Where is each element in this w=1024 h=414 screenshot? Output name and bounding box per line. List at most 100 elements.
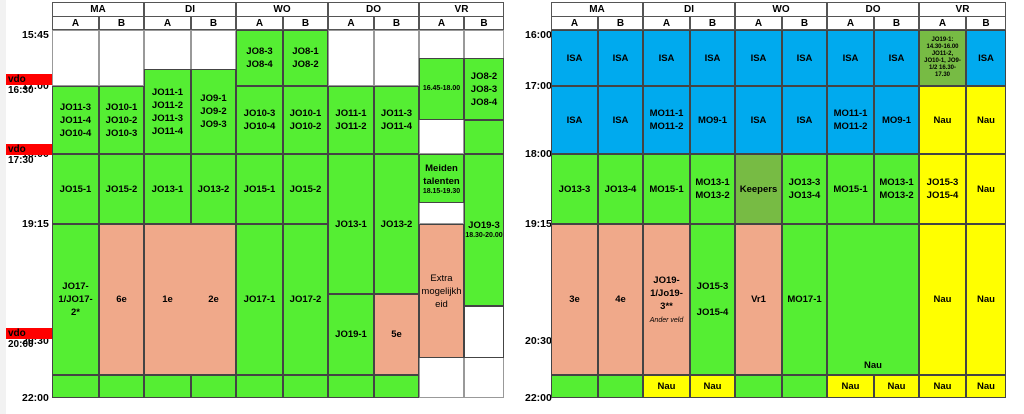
schedule-cell[interactable]: ISA [966, 30, 1006, 86]
schedule-cell[interactable] [144, 224, 236, 376]
schedule-cell[interactable]: JO19-3 18.30-20.00 [464, 154, 504, 306]
schedule-cell[interactable]: JO13-2 [191, 154, 236, 224]
schedule-cell[interactable]: ISA [874, 30, 919, 86]
schedule-cell[interactable] [464, 120, 504, 154]
schedule-cell[interactable]: JO19- 1/Jo19- 3** Ander veld [643, 224, 690, 376]
schedule-cell[interactable]: Nau [919, 375, 966, 398]
schedule-cell[interactable]: Nau [643, 375, 690, 398]
schedule-cell[interactable]: JO13-2 [374, 154, 419, 295]
sub-header-do-b: B [874, 16, 919, 30]
schedule-cell[interactable]: JO8-2 JO8-3 JO8-4 [464, 58, 504, 120]
schedule-cell[interactable] [551, 375, 598, 398]
schedule-cell[interactable]: 2e [191, 224, 236, 375]
schedule-cell[interactable]: JO17-2 [283, 224, 328, 376]
schedule-cell[interactable]: MO15-1 [827, 154, 874, 224]
training-group-label: JO19- [653, 275, 680, 287]
schedule-cell[interactable]: JO13-3 JO13-4 [782, 154, 827, 224]
vdo-time-marker: vdo 17:30 [6, 144, 52, 166]
schedule-cell[interactable]: JO11-3 JO11-4 JO10-4 [52, 86, 99, 154]
schedule-cell[interactable]: MO9-1 [690, 86, 735, 154]
schedule-cell[interactable]: 5e [374, 294, 419, 376]
schedule-cell[interactable]: Nau [966, 86, 1006, 154]
schedule-cell[interactable] [598, 375, 643, 398]
schedule-cell[interactable]: 16.45-18.00 [419, 58, 464, 120]
schedule-cell[interactable]: Nau [827, 224, 919, 376]
schedule-cell[interactable]: JO11-3 JO11-4 [374, 86, 419, 154]
schedule-cell[interactable]: JO8-3 JO8-4 [236, 30, 283, 86]
schedule-cell[interactable]: Nau [966, 154, 1006, 224]
schedule-cell[interactable]: ISA [827, 30, 874, 86]
schedule-cell[interactable]: MO13-1 MO13-2 [690, 154, 735, 224]
schedule-cell[interactable]: JO19-1: 14.30-16.00 JO11-2, JO10-1, JO9- 1/2… [919, 30, 966, 86]
schedule-cell[interactable]: Vr1 [735, 224, 782, 376]
schedule-cell[interactable]: JO11-1 JO11-2 [328, 86, 374, 154]
training-group-label: JO9-3 [200, 119, 227, 131]
schedule-cell[interactable]: MO13-1 MO13-2 [874, 154, 919, 224]
schedule-cell[interactable] [782, 375, 827, 398]
schedule-cell[interactable]: JO17- 1/JO17- 2* [52, 224, 99, 376]
schedule-cell[interactable]: MO11-1 MO11-2 [643, 86, 690, 154]
schedule-cell[interactable]: Nau [966, 375, 1006, 398]
schedule-cell[interactable]: Nau [919, 86, 966, 154]
schedule-cell[interactable]: JO10-3 JO10-4 [236, 86, 283, 154]
schedule-cell[interactable]: JO13-3 [551, 154, 598, 224]
schedule-cell[interactable]: MO17-1 [782, 224, 827, 376]
schedule-cell[interactable] [735, 375, 782, 398]
schedule-cell[interactable]: ISA [598, 86, 643, 154]
day-header-ma: MA [551, 2, 643, 17]
schedule-cell[interactable]: JO13-1 [144, 154, 191, 224]
schedule-cell[interactable]: JO15-1 [236, 154, 283, 224]
schedule-cell[interactable] [374, 375, 419, 398]
schedule-cell[interactable]: 3e [551, 224, 598, 376]
schedule-cell[interactable]: JO15-2 [99, 154, 144, 224]
schedule-cell[interactable]: JO15-3 JO15-4 [690, 224, 735, 376]
schedule-cell[interactable]: Nau [966, 224, 1006, 376]
schedule-cell[interactable]: ISA [735, 30, 782, 86]
schedule-cell[interactable]: 6e [99, 224, 144, 376]
schedule-cell[interactable]: Keepers [735, 154, 782, 224]
schedule-cell[interactable]: JO17-1 [236, 224, 283, 376]
schedule-cell[interactable] [283, 375, 328, 398]
schedule-cell[interactable]: ISA [551, 86, 598, 154]
schedule-cell[interactable]: ISA [643, 30, 690, 86]
schedule-cell[interactable]: 4e [598, 224, 643, 376]
schedule-cell[interactable] [328, 375, 374, 398]
training-group-label: 1/Jo19- [650, 288, 683, 300]
schedule-cell[interactable]: Meiden talenten 18.15-19.30 [419, 154, 464, 203]
schedule-cell[interactable]: ISA [782, 30, 827, 86]
schedule-cell[interactable]: ISA [782, 86, 827, 154]
schedule-cell[interactable]: MO15-1 [643, 154, 690, 224]
schedule-cell[interactable]: ISA [598, 30, 643, 86]
schedule-cell[interactable]: 1e [144, 224, 191, 375]
schedule-cell[interactable]: JO13-4 [598, 154, 643, 224]
schedule-cell[interactable]: Nau [690, 375, 735, 398]
schedule-cell[interactable]: JO15-1 [52, 154, 99, 224]
schedule-cell[interactable] [464, 305, 504, 359]
schedule-cell[interactable]: JO15-2 [283, 154, 328, 224]
schedule-cell[interactable]: JO8-1 JO8-2 [283, 30, 328, 86]
training-group-label: JO19-3 [468, 220, 500, 232]
schedule-cell[interactable]: JO13-1 [328, 154, 374, 295]
schedule-cell[interactable]: ISA [690, 30, 735, 86]
schedule-cell[interactable]: JO9-1 JO9-2 JO9-3 [191, 69, 236, 154]
schedule-cell[interactable]: ISA [735, 86, 782, 154]
schedule-cell[interactable] [191, 375, 236, 398]
schedule-cell[interactable]: JO10-1 JO10-2 JO10-3 [99, 86, 144, 154]
schedule-cell[interactable]: MO9-1 [874, 86, 919, 154]
training-group-label: JO13-4 [788, 190, 821, 201]
schedule-cell[interactable]: JO11-1 JO11-2 JO11-3 JO11-4 [144, 69, 191, 154]
schedule-cell[interactable] [99, 375, 144, 398]
schedule-cell[interactable]: Nau [919, 224, 966, 376]
schedule-cell[interactable] [52, 375, 99, 398]
schedule-cell[interactable]: JO19-1 [328, 294, 374, 376]
schedule-cell[interactable] [144, 375, 191, 398]
schedule-cell[interactable] [236, 375, 283, 398]
schedule-cell[interactable]: Nau [827, 375, 874, 398]
schedule-cell[interactable]: Extra mogelijkh eid [419, 224, 464, 359]
training-group-label: ISA [842, 52, 859, 64]
schedule-cell[interactable]: JO10-1 JO10-2 [283, 86, 328, 154]
schedule-cell[interactable]: JO15-3 JO15-4 [919, 154, 966, 224]
schedule-cell[interactable]: MO11-1 MO11-2 [827, 86, 874, 154]
schedule-cell[interactable]: ISA [551, 30, 598, 86]
schedule-cell[interactable]: Nau [874, 375, 919, 398]
